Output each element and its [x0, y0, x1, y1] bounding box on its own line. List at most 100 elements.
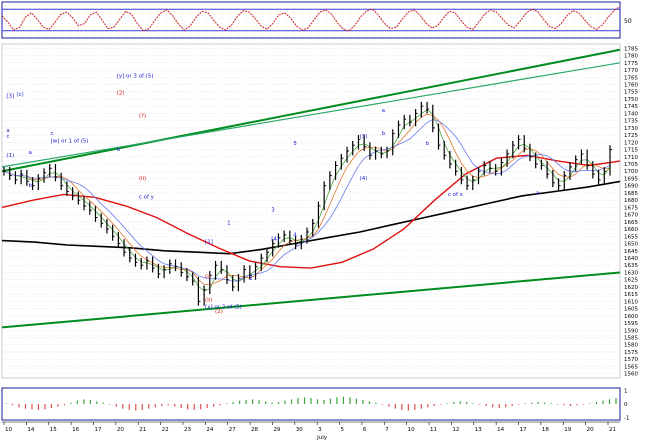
histogram-y-tick-label: 1 — [624, 389, 628, 395]
y-tick-label: 1750 — [624, 97, 638, 103]
y-tick-label: 1625 — [624, 278, 638, 284]
wave-annotation: (4) — [360, 176, 368, 182]
x-tick-label: 21 — [139, 427, 146, 433]
x-tick-label: 17 — [520, 427, 527, 433]
wave-annotation: (i) — [205, 274, 211, 280]
x-tick-label: 19 — [564, 427, 571, 433]
y-tick-label: 1635 — [624, 263, 638, 269]
histogram-panel: 1 0 -1 — [1, 387, 629, 421]
lower-trend-line — [1, 271, 621, 329]
wave-annotation: (2) — [215, 309, 223, 315]
y-tick-label: 1665 — [624, 220, 638, 226]
y-tick-label: 1615 — [624, 292, 638, 298]
y-tick-label: 1700 — [624, 169, 638, 175]
oscillator-panel: 50 — [1, 1, 632, 39]
y-tick-label: 1575 — [624, 350, 638, 356]
wave-annotation: b — [426, 141, 430, 147]
y-tick-label: 1565 — [624, 364, 638, 370]
x-tick-label: 6 — [363, 427, 367, 433]
y-tick-label: 1595 — [624, 321, 638, 327]
y-tick-label: 1655 — [624, 234, 638, 240]
wave-annotation: [w] or 1 of (5) — [51, 138, 89, 144]
y-tick-label: 1640 — [624, 256, 638, 262]
x-tick-label: 23 — [184, 427, 191, 433]
price-frame — [1, 43, 621, 379]
wave-annotation: (?) — [139, 114, 146, 120]
histogram-y-tick-label: -1 — [624, 415, 629, 421]
wave-annotation: (ii) — [205, 297, 212, 303]
y-tick-label: 1730 — [624, 126, 638, 132]
oscillator-axis-label: 50 — [624, 18, 632, 25]
y-tick-label: 1735 — [624, 119, 638, 125]
x-tick-label: 28 — [251, 427, 258, 433]
wave-annotation: c — [6, 134, 9, 140]
y-tick-label: 1605 — [624, 307, 638, 313]
wave-annotation: a — [6, 128, 9, 134]
y-tick-label: 1710 — [624, 155, 638, 161]
oscillator-series-line — [1, 5, 621, 32]
x-tick-label: 14 — [27, 427, 34, 433]
y-tick-label: 1725 — [624, 133, 638, 139]
histogram-frame — [1, 387, 621, 421]
y-tick-label: 1695 — [624, 176, 638, 182]
y-tick-label: 1685 — [624, 191, 638, 197]
x-tick-label: 30 — [296, 427, 303, 433]
inner-trend-line — [1, 62, 621, 168]
moving-average-200 — [1, 180, 621, 255]
wave-annotation: a — [536, 190, 539, 196]
wave-annotation: (2) — [117, 91, 125, 97]
x-tick-label: 21 — [609, 427, 616, 433]
wave-annotation: b — [382, 131, 386, 137]
x-tick-label: 16 — [72, 427, 79, 433]
y-tick-label: 1720 — [624, 140, 638, 146]
y-tick-label: 1620 — [624, 285, 638, 291]
x-tick-label: 29 — [273, 427, 280, 433]
x-tick-label: 3 — [318, 427, 322, 433]
wave-annotation: c — [51, 131, 54, 137]
wave-annotation: [1] — [205, 240, 213, 246]
x-tick-label: 20 — [117, 427, 124, 433]
y-tick-label: 1650 — [624, 242, 638, 248]
wave-annotation: [3] — [6, 93, 14, 99]
y-tick-label: 1585 — [624, 336, 638, 342]
wave-annotation: [x] or 2 of (5) — [205, 305, 242, 311]
x-tick-label: 10 — [408, 427, 415, 433]
x-tick-label: 13 — [475, 427, 482, 433]
y-tick-label: 1580 — [624, 343, 638, 349]
wave-annotation: (1) — [6, 153, 14, 159]
y-tick-label: 1560 — [624, 372, 638, 378]
y-tick-label: 1680 — [624, 198, 638, 204]
y-tick-label: 1590 — [624, 328, 638, 334]
wave-annotation: 3 — [271, 208, 275, 214]
y-tick-label: 1600 — [624, 314, 638, 320]
x-tick-label: 12 — [452, 427, 459, 433]
wave-annotation: 4 — [293, 232, 297, 238]
x-tick-label: 27 — [229, 427, 236, 433]
y-tick-label: 1755 — [624, 90, 638, 96]
wave-annotation: (c) — [16, 92, 23, 98]
y-tick-label: 1715 — [624, 148, 638, 154]
x-sub-label: July — [316, 435, 328, 441]
x-tick-label: 24 — [206, 427, 213, 433]
y-tick-label: 1760 — [624, 82, 638, 88]
y-tick-label: 1670 — [624, 213, 638, 219]
moving-average-50 — [1, 154, 621, 269]
wave-annotation: (3) — [360, 134, 368, 140]
wave-annotation: c of x — [448, 192, 464, 198]
y-tick-label: 1645 — [624, 249, 638, 255]
wave-annotation: [4] — [271, 237, 279, 243]
wave-annotation: b — [117, 147, 121, 153]
y-tick-label: 1745 — [624, 104, 638, 110]
x-tick-label: 5 — [341, 427, 345, 433]
y-tick-label: 1690 — [624, 184, 638, 190]
y-tick-label: 1775 — [624, 61, 638, 67]
wave-annotation: 1 — [227, 221, 231, 227]
x-axis: 10 14 15 16 17 20 21 22 23 24 27 28 29 30 3 5 6 7 10 11 12 13… — [2, 421, 620, 441]
upper-trend-line — [1, 48, 621, 173]
x-tick-label: 10 — [5, 427, 12, 433]
y-tick-label: 1630 — [624, 270, 638, 276]
wave-annotation: (ii) — [139, 176, 146, 182]
